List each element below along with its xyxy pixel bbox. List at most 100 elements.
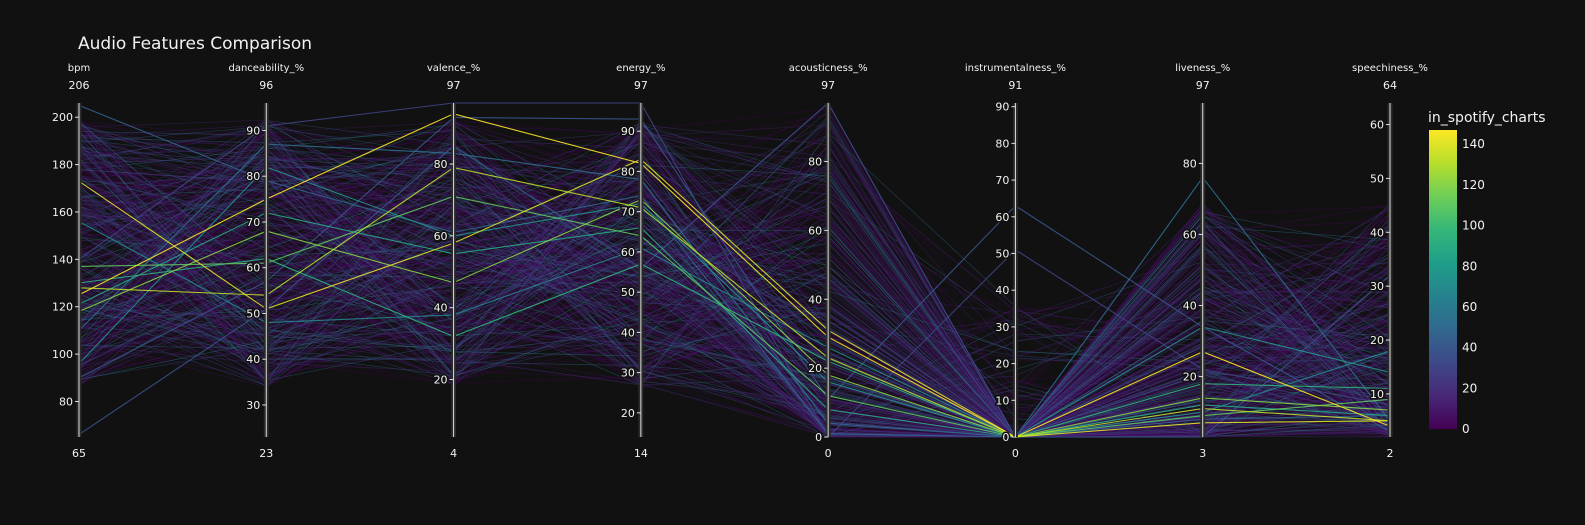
colorbar-tick-label: 100 bbox=[1462, 219, 1485, 233]
record-line bbox=[78, 158, 1391, 438]
background-line bbox=[78, 232, 1391, 438]
background-line bbox=[78, 108, 1391, 438]
background-line bbox=[78, 158, 1391, 438]
axis-tick-label: 80 bbox=[808, 156, 822, 169]
axis-danceability[interactable]: danceability_% 96 23 30 40 50 60 70 80 90 bbox=[228, 63, 304, 460]
background-line bbox=[78, 124, 1391, 438]
axis-instrumentalness[interactable]: instrumentalness_% 91 00 10 20 30 40 50 60 70 80 90 bbox=[965, 63, 1066, 460]
background-line bbox=[78, 135, 1391, 438]
background-line bbox=[78, 207, 1391, 438]
background-line bbox=[78, 120, 1391, 438]
background-line bbox=[78, 205, 1391, 423]
axis-speechiness[interactable]: speechiness_% 64 2 10 20 30 40 50 60 bbox=[1352, 63, 1428, 460]
background-line bbox=[78, 191, 1391, 436]
record-line bbox=[78, 143, 1391, 438]
background-line bbox=[78, 153, 1391, 438]
background-line bbox=[78, 133, 1391, 438]
background-line bbox=[78, 191, 1391, 371]
background-line bbox=[78, 197, 1391, 438]
axis-tick-label: 40 bbox=[246, 353, 260, 366]
background-line bbox=[78, 160, 1391, 438]
background-line bbox=[78, 177, 1391, 435]
axis-tick-label: 70 bbox=[621, 206, 635, 219]
axis-valence[interactable]: valence_% 97 4 20 40 60 80 bbox=[427, 63, 480, 460]
background-line bbox=[78, 145, 1391, 438]
background-line bbox=[78, 249, 1391, 438]
background-line bbox=[78, 127, 1391, 399]
background-line bbox=[78, 217, 1390, 438]
background-line bbox=[78, 147, 1391, 438]
background-line bbox=[78, 172, 1391, 438]
background-line bbox=[78, 175, 1391, 438]
axis-energy[interactable]: energy_% 97 14 20 30 40 50 60 70 80 90 bbox=[616, 63, 665, 460]
background-line bbox=[78, 199, 1391, 438]
background-line bbox=[78, 126, 1391, 438]
background-line bbox=[78, 176, 1391, 438]
background-line bbox=[78, 128, 1391, 431]
background-line bbox=[78, 149, 1391, 438]
background-line bbox=[78, 205, 1391, 438]
background-line bbox=[78, 138, 1391, 438]
background-line bbox=[78, 205, 1391, 438]
record-line bbox=[78, 258, 1391, 438]
background-line bbox=[78, 212, 1391, 438]
background-line bbox=[78, 152, 1391, 438]
background-line bbox=[78, 121, 1391, 438]
background-line bbox=[78, 115, 1391, 438]
background-line bbox=[78, 124, 1391, 421]
axis-max-label: 64 bbox=[1383, 79, 1397, 92]
background-line bbox=[78, 123, 1391, 438]
axis-tick-label: 40 bbox=[1183, 300, 1197, 313]
background-line bbox=[78, 137, 1391, 438]
background-line bbox=[78, 165, 1391, 438]
axis-max-label: 96 bbox=[259, 79, 273, 92]
axis-tick-label: 60 bbox=[1370, 119, 1384, 132]
background-line bbox=[78, 156, 1391, 422]
axis-bpm[interactable]: bpm 206 65 80 100 120 140 160 180 200 bbox=[51, 63, 91, 460]
background-line bbox=[78, 153, 1391, 438]
axis-tick-label: 50 bbox=[1370, 172, 1384, 185]
background-line bbox=[78, 273, 1391, 438]
axis-tick-label: 40 bbox=[621, 326, 635, 339]
background-line bbox=[78, 246, 1391, 438]
axes: bpm2066580100120140160180200danceability… bbox=[51, 63, 1428, 460]
background-line bbox=[78, 141, 1391, 438]
axis-min-label: 2 bbox=[1387, 447, 1394, 460]
background-line bbox=[78, 131, 1391, 438]
background-line bbox=[78, 224, 1391, 438]
colorbar-title: in_spotify_charts bbox=[1428, 110, 1546, 126]
background-line bbox=[78, 196, 1391, 438]
background-line bbox=[78, 121, 1391, 438]
background-line bbox=[78, 250, 1391, 438]
background-line bbox=[78, 163, 1391, 438]
background-line bbox=[78, 236, 1391, 438]
background-line bbox=[78, 127, 1391, 438]
axis-tick-label: 200 bbox=[52, 111, 73, 124]
background-line bbox=[78, 280, 1391, 438]
axis-min-label: 23 bbox=[259, 447, 273, 460]
background-line bbox=[78, 182, 1391, 438]
background-line bbox=[78, 124, 1391, 438]
background-line bbox=[78, 187, 1391, 438]
background-line bbox=[78, 131, 1391, 438]
background-line bbox=[78, 159, 1391, 438]
background-line bbox=[78, 139, 1391, 438]
background-line bbox=[78, 163, 1391, 438]
background-line bbox=[78, 174, 1391, 438]
background-line bbox=[78, 182, 1391, 402]
background-line bbox=[78, 196, 1391, 438]
axis-tick-label: 70 bbox=[995, 174, 1009, 187]
axis-liveness[interactable]: liveness_% 97 3 20 40 60 80 bbox=[1175, 63, 1230, 460]
background-line bbox=[78, 141, 1391, 438]
background-line bbox=[78, 210, 1391, 438]
background-line bbox=[78, 223, 1391, 438]
background-line bbox=[78, 156, 1391, 438]
background-line bbox=[78, 134, 1391, 438]
background-line bbox=[78, 119, 1391, 405]
background-line bbox=[78, 121, 1391, 438]
axis-min-label: 0 bbox=[1012, 447, 1019, 460]
background-line bbox=[78, 210, 1391, 438]
axis-tick-label: 0 bbox=[815, 431, 822, 444]
axis-acousticness[interactable]: acousticness_% 97 00 20 40 60 80 bbox=[789, 63, 868, 460]
